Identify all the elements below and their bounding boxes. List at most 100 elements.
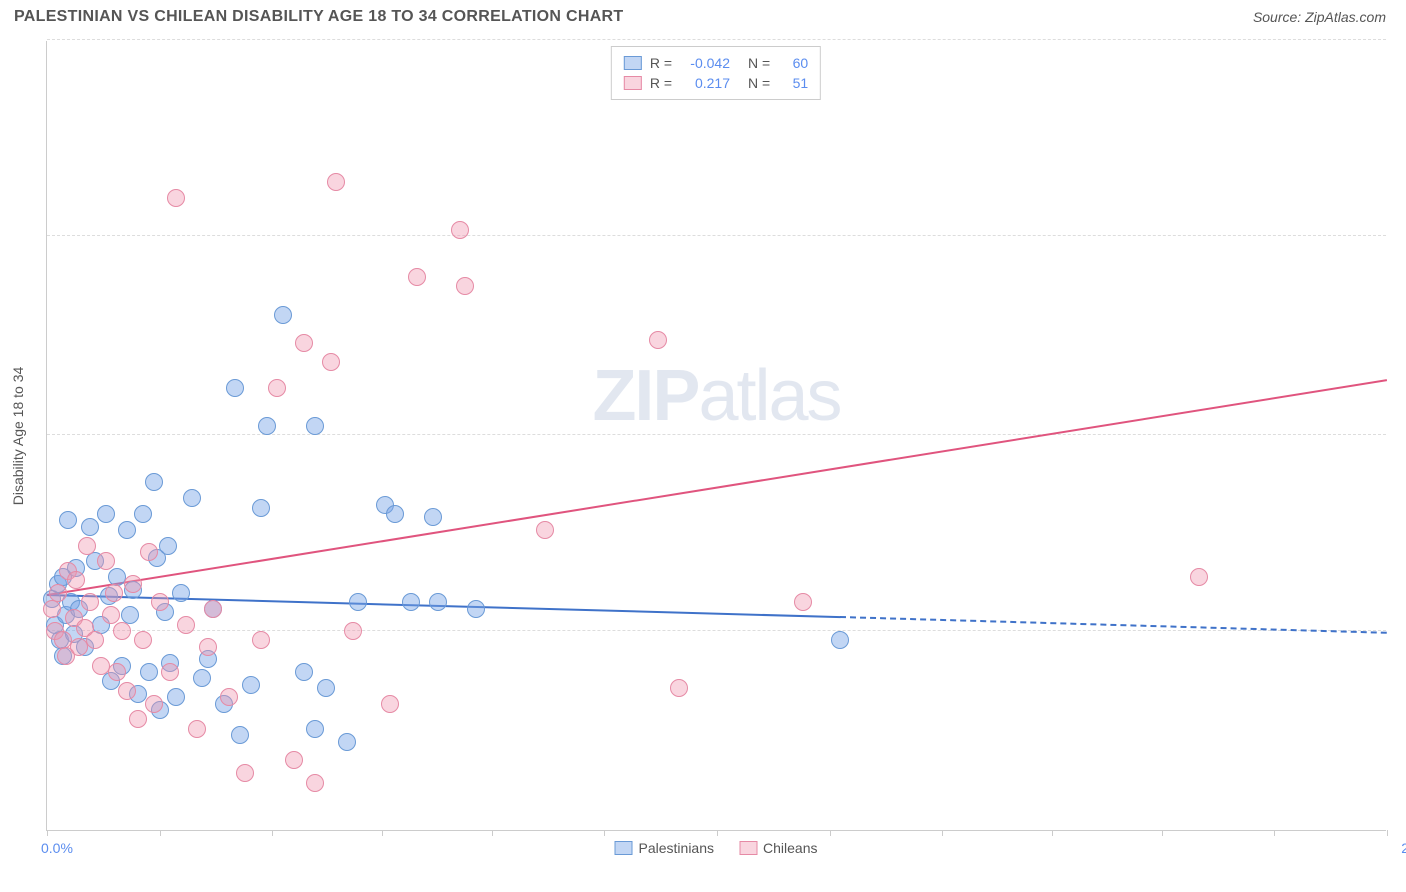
source-attribution: Source: ZipAtlas.com <box>1253 9 1386 25</box>
data-point <box>322 353 340 371</box>
data-point <box>81 518 99 536</box>
data-point <box>193 669 211 687</box>
data-point <box>649 331 667 349</box>
data-point <box>327 173 345 191</box>
x-tick <box>1052 830 1053 836</box>
data-point <box>159 537 177 555</box>
data-point <box>670 679 688 697</box>
legend-label: Palestinians <box>639 840 715 856</box>
y-tick-label: 18.8% <box>1391 212 1406 228</box>
chart-title: PALESTINIAN VS CHILEAN DISABILITY AGE 18… <box>14 8 623 26</box>
x-tick <box>942 830 943 836</box>
legend-swatch <box>615 841 633 855</box>
data-point <box>242 676 260 694</box>
data-point <box>145 695 163 713</box>
data-point <box>151 593 169 611</box>
legend-item: Palestinians <box>615 840 715 856</box>
x-tick <box>1274 830 1275 836</box>
x-tick <box>272 830 273 836</box>
data-point <box>408 268 426 286</box>
data-point <box>177 616 195 634</box>
legend-item: Chileans <box>739 840 817 856</box>
data-point <box>97 552 115 570</box>
data-point <box>113 622 131 640</box>
legend-r-label: R = <box>650 55 672 71</box>
data-point <box>285 751 303 769</box>
x-tick <box>1162 830 1163 836</box>
data-point <box>1190 568 1208 586</box>
gridline <box>47 630 1386 631</box>
data-point <box>108 663 126 681</box>
series-legend: Palestinians Chileans <box>615 840 818 856</box>
y-axis-label: Disability Age 18 to 34 <box>10 367 26 506</box>
gridline <box>47 235 1386 236</box>
data-point <box>204 600 222 618</box>
data-point <box>381 695 399 713</box>
legend-r-label: R = <box>650 75 672 91</box>
data-point <box>794 593 812 611</box>
x-origin-label: 0.0% <box>41 840 73 856</box>
data-point <box>59 511 77 529</box>
data-point <box>78 537 96 555</box>
data-point <box>134 631 152 649</box>
data-point <box>252 631 270 649</box>
data-point <box>167 189 185 207</box>
legend-n-label: N = <box>748 55 770 71</box>
data-point <box>105 584 123 602</box>
data-point <box>231 726 249 744</box>
data-point <box>118 521 136 539</box>
data-point <box>317 679 335 697</box>
data-point <box>306 774 324 792</box>
y-tick-label: 12.5% <box>1391 411 1406 427</box>
data-point <box>258 417 276 435</box>
data-point <box>97 505 115 523</box>
data-point <box>236 764 254 782</box>
data-point <box>306 720 324 738</box>
data-point <box>536 521 554 539</box>
data-point <box>295 663 313 681</box>
data-point <box>43 600 61 618</box>
data-point <box>102 606 120 624</box>
legend-swatch <box>739 841 757 855</box>
legend-n-value: 60 <box>778 55 808 71</box>
data-point <box>429 593 447 611</box>
correlation-legend: R = -0.042 N = 60 R =0.217N =51 <box>611 46 821 100</box>
legend-row: R =0.217N =51 <box>624 73 808 93</box>
data-point <box>167 688 185 706</box>
legend-n-label: N = <box>748 75 770 91</box>
data-point <box>349 593 367 611</box>
data-point <box>451 221 469 239</box>
data-point <box>268 379 286 397</box>
data-point <box>467 600 485 618</box>
data-point <box>118 682 136 700</box>
x-tick <box>1387 830 1388 836</box>
data-point <box>252 499 270 517</box>
data-point <box>86 631 104 649</box>
legend-swatch <box>624 76 642 90</box>
data-point <box>456 277 474 295</box>
data-point <box>226 379 244 397</box>
data-point <box>49 584 67 602</box>
data-point <box>199 638 217 656</box>
data-point <box>81 593 99 611</box>
data-point <box>402 593 420 611</box>
data-point <box>140 543 158 561</box>
plot-area: ZIPatlas 6.3%12.5%18.8%25.0% <box>46 41 1386 831</box>
y-tick-label: 6.3% <box>1391 607 1406 623</box>
data-point <box>124 575 142 593</box>
trend-line <box>47 379 1387 596</box>
gridline <box>47 39 1386 40</box>
legend-swatch <box>624 56 642 70</box>
x-max-label: 25.0% <box>1401 840 1406 856</box>
data-point <box>188 720 206 738</box>
x-tick <box>382 830 383 836</box>
y-tick-label: 25.0% <box>1391 16 1406 32</box>
data-point <box>134 505 152 523</box>
data-point <box>140 663 158 681</box>
x-tick <box>47 830 48 836</box>
data-point <box>424 508 442 526</box>
x-tick <box>717 830 718 836</box>
legend-r-value: -0.042 <box>680 55 730 71</box>
data-point <box>306 417 324 435</box>
data-point <box>344 622 362 640</box>
